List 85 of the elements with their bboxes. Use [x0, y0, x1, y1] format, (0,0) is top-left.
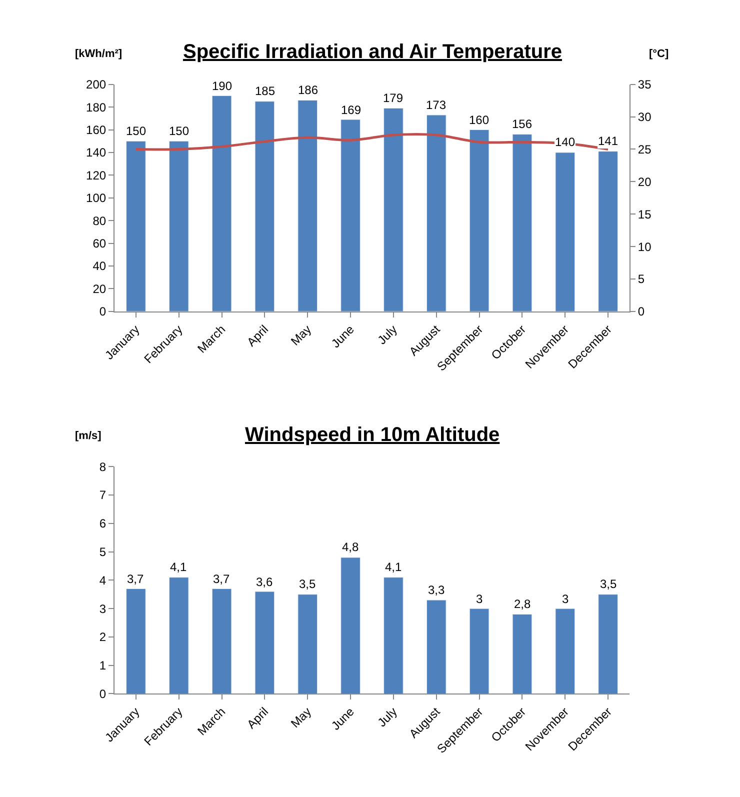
bar	[469, 608, 490, 694]
bar	[469, 130, 490, 312]
bar	[340, 557, 360, 694]
bar	[212, 95, 232, 312]
bar	[426, 114, 446, 312]
bar	[212, 588, 232, 694]
bar	[512, 134, 532, 312]
y-tick-label: 0	[99, 304, 106, 319]
data-label: 3,5	[299, 577, 316, 591]
data-label: 150	[126, 124, 146, 138]
y-tick-label: 200	[86, 78, 106, 92]
y-tick-label: 2	[99, 630, 106, 644]
y-tick-label: 140	[86, 146, 106, 160]
y-tick-label: 40	[92, 259, 106, 274]
data-label: 3	[562, 592, 569, 606]
y2-tick-label: 10	[638, 240, 652, 254]
bar	[254, 591, 275, 694]
bar	[298, 100, 318, 312]
data-label: 4,1	[385, 560, 402, 574]
bar	[384, 577, 404, 694]
y-tick-label: 160	[86, 122, 106, 137]
y2-tick-label: 0	[638, 304, 645, 319]
data-label: 150	[169, 124, 190, 138]
data-label: 173	[426, 98, 446, 112]
bar	[168, 140, 189, 312]
bar	[598, 594, 618, 694]
y-tick-label: 100	[86, 191, 106, 206]
data-label: 3,5	[600, 577, 618, 591]
data-label: 185	[255, 84, 276, 98]
y-tick-label: 180	[86, 100, 106, 114]
data-label: 3,7	[213, 572, 230, 586]
bar	[598, 151, 618, 312]
y-tick-label: 5	[99, 544, 106, 559]
bar	[340, 119, 360, 312]
x-tick-label: July	[374, 704, 400, 730]
bar	[168, 577, 189, 694]
bar	[512, 614, 532, 694]
bar	[384, 108, 404, 312]
y-tick-label: 8	[99, 460, 106, 474]
bar	[555, 608, 576, 694]
chart-title: Specific Irradiation and Air Temperature	[183, 41, 562, 63]
y-axis-title: [m/s]	[75, 430, 102, 442]
y2-tick-label: 20	[638, 174, 652, 189]
y-tick-label: 120	[86, 168, 106, 182]
data-label: 3,7	[127, 572, 144, 586]
data-label: 141	[598, 134, 618, 148]
y-tick-label: 4	[99, 573, 106, 588]
bar	[126, 588, 146, 694]
y2-tick-label: 5	[638, 272, 645, 286]
data-label: 3,3	[428, 583, 446, 597]
y2-tick-label: 30	[638, 110, 652, 124]
y-tick-label: 0	[99, 686, 106, 701]
bar	[426, 600, 446, 694]
bar	[126, 140, 146, 312]
data-label: 3,6	[256, 575, 274, 589]
bar	[298, 594, 318, 694]
data-label: 190	[212, 79, 232, 93]
x-tick-label: May	[288, 704, 314, 731]
y-tick-label: 60	[92, 236, 106, 251]
data-label: 160	[469, 113, 490, 127]
y-axis-title: [kWh/m²]	[75, 48, 122, 60]
data-label: 179	[383, 91, 404, 105]
x-tick-label: May	[288, 322, 314, 348]
data-label: 4,8	[342, 540, 360, 554]
y-tick-label: 7	[99, 488, 106, 502]
data-label: 156	[512, 117, 532, 131]
data-label: 4,1	[170, 560, 188, 574]
y-tick-label: 1	[99, 658, 106, 673]
bar	[254, 101, 275, 312]
x-tick-label: July	[374, 322, 400, 348]
y-tick-label: 80	[92, 214, 106, 228]
y2-tick-label: 15	[638, 207, 652, 222]
y-tick-label: 6	[99, 516, 106, 531]
y2-tick-label: 25	[638, 142, 652, 156]
data-label: 169	[341, 103, 362, 117]
y-tick-label: 3	[99, 602, 106, 616]
data-label: 186	[298, 83, 318, 97]
chart-title: Windspeed in 10m Altitude	[245, 424, 500, 446]
y2-axis-title: [°C]	[649, 48, 670, 60]
bar	[555, 152, 576, 312]
data-label: 140	[555, 135, 576, 149]
data-label: 2,8	[514, 597, 532, 611]
y2-tick-label: 35	[638, 78, 652, 92]
y-tick-label: 20	[92, 282, 106, 296]
data-label: 3	[476, 592, 483, 606]
